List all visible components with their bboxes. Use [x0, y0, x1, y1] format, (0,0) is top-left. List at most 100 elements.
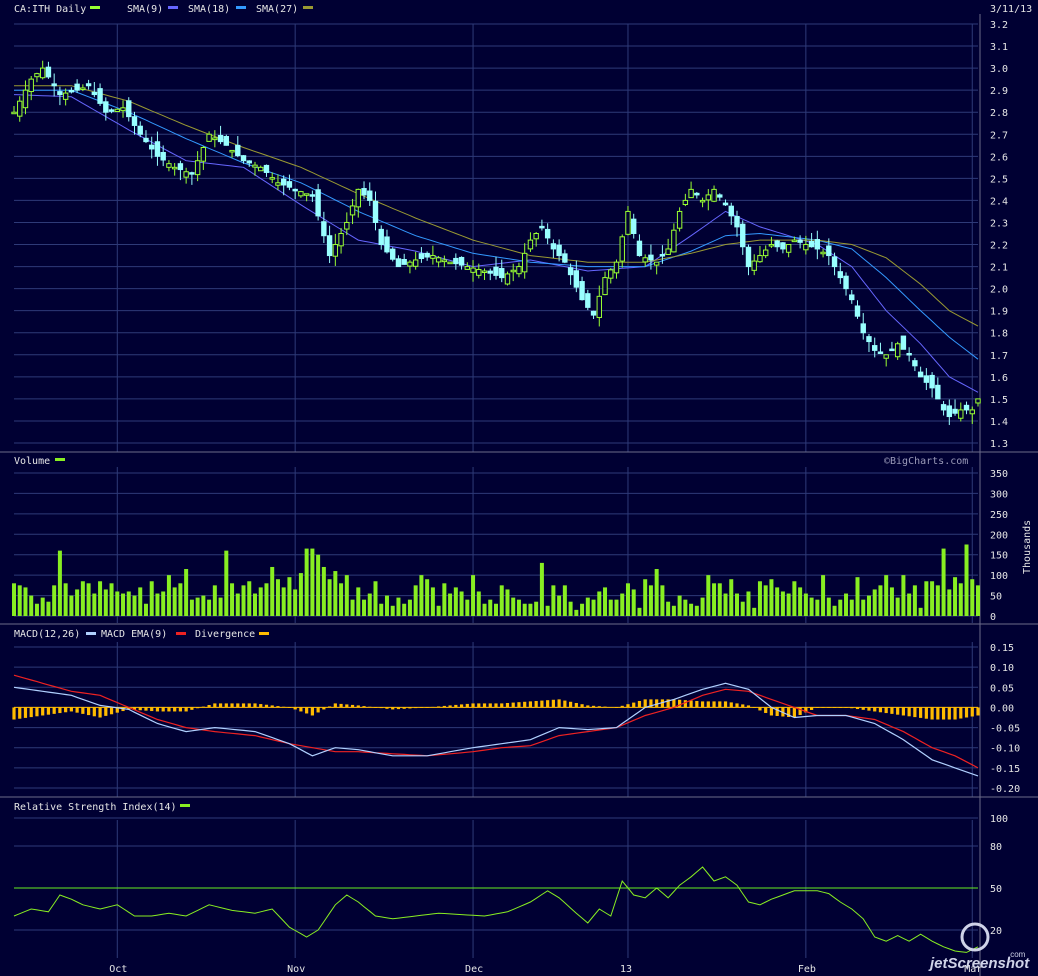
candle-body	[303, 193, 310, 196]
candle-body	[418, 253, 425, 259]
candle-body	[212, 137, 218, 141]
candle-body	[91, 91, 98, 96]
macd-legend-swatch	[86, 632, 96, 635]
divergence-bar	[591, 705, 596, 708]
volume-tick-label: 200	[990, 530, 1008, 541]
volume-bar	[637, 607, 642, 616]
divergence-bar	[769, 707, 774, 716]
candle-body	[711, 188, 717, 202]
sma9-label: SMA(9)	[127, 4, 163, 15]
price-tick-label: 2.0	[990, 285, 1008, 296]
divergence-bar	[75, 707, 79, 713]
volume-bar	[844, 593, 849, 616]
volume-legend-swatch	[55, 458, 65, 461]
candle-body	[550, 243, 557, 250]
divergence-bar	[350, 704, 355, 708]
divergence-bar	[161, 707, 165, 712]
divergence-bar	[712, 701, 716, 708]
volume-bar	[143, 603, 148, 616]
divergence-bar	[488, 703, 492, 708]
volume-bar	[740, 601, 745, 616]
volume-bar	[189, 599, 194, 616]
rsi-plot	[13, 866, 979, 953]
candle-body	[883, 354, 889, 359]
divergence-bar	[534, 700, 538, 708]
sma9-legend-swatch	[168, 6, 178, 9]
candle-body	[544, 228, 551, 239]
volume-bar	[494, 603, 498, 616]
volume-bar	[23, 587, 28, 616]
candle-body	[183, 171, 189, 178]
divergence-bar	[959, 707, 963, 719]
volume-bar	[803, 593, 808, 616]
candle-body	[361, 188, 367, 196]
divergence-bar	[132, 707, 137, 710]
divergence-label: Divergence	[195, 629, 255, 640]
divergence-bar	[293, 707, 297, 710]
volume-bar	[161, 591, 166, 616]
candle-body	[872, 345, 878, 351]
x-tick-label: Nov	[287, 964, 305, 975]
divergence-bar	[649, 699, 653, 708]
candle-body	[722, 202, 729, 206]
divergence-bar	[482, 703, 487, 708]
volume-bar	[195, 597, 200, 616]
candle-body	[625, 210, 631, 235]
candle-body	[269, 177, 275, 180]
volume-bar	[86, 583, 91, 616]
candle-body	[510, 269, 516, 273]
candle-body	[286, 181, 293, 188]
divergence-bar	[528, 701, 533, 708]
volume-bar	[224, 550, 229, 616]
divergence-bar	[890, 707, 894, 714]
divergence-bar	[230, 703, 234, 708]
divergence-bar	[867, 707, 871, 711]
volume-bar	[775, 587, 780, 616]
sma27-legend-swatch	[303, 6, 313, 9]
volume-bar	[603, 587, 608, 616]
divergence-bar	[792, 707, 796, 718]
candle-body	[762, 249, 769, 257]
volume-axis: 350 300 250 200 150 100 50 0	[990, 469, 1008, 623]
volume-bar	[528, 603, 533, 616]
candle-body	[521, 252, 528, 273]
volume-bar	[344, 575, 349, 616]
divergence-bar	[953, 707, 957, 720]
volume-bar	[321, 566, 326, 616]
divergence-bar	[655, 699, 659, 708]
volume-bar	[763, 585, 768, 616]
volume-bar	[275, 579, 280, 616]
volume-bar	[17, 585, 22, 616]
candle-body	[705, 194, 712, 201]
volume-bar	[362, 599, 367, 616]
candle-body	[424, 252, 430, 258]
volume-bar	[34, 603, 39, 616]
divergence-bar	[700, 701, 705, 708]
candle-body	[160, 151, 166, 161]
volume-bar	[735, 593, 739, 616]
macd-tick-label: 0.15	[990, 643, 1014, 654]
candle-body	[923, 375, 930, 383]
volume-bar	[924, 581, 929, 616]
candle-body	[309, 194, 316, 197]
divergence-bar	[787, 707, 791, 717]
macd-axis: 0.15 0.10 0.05 0.00 -0.05 -0.10 -0.15 -0.20	[990, 643, 1020, 795]
volume-bar	[316, 554, 321, 616]
candle-body	[837, 271, 843, 279]
candle-body	[860, 323, 866, 334]
candle-body	[143, 137, 149, 143]
symbol-legend-swatch	[90, 6, 100, 9]
divergence-bar	[718, 701, 722, 708]
volume-bar	[884, 575, 889, 616]
volume-bar	[757, 581, 762, 616]
candle-body	[487, 270, 493, 274]
divergence-bar	[683, 700, 687, 708]
price-tick-label: 2.2	[990, 241, 1008, 252]
divergence-bar	[947, 707, 951, 720]
macd-line	[13, 682, 979, 777]
divergence-bar	[173, 707, 177, 712]
divergence-bar	[259, 704, 263, 708]
volume-bar	[425, 579, 430, 616]
candle-body	[768, 244, 775, 247]
candle-body	[103, 101, 109, 113]
